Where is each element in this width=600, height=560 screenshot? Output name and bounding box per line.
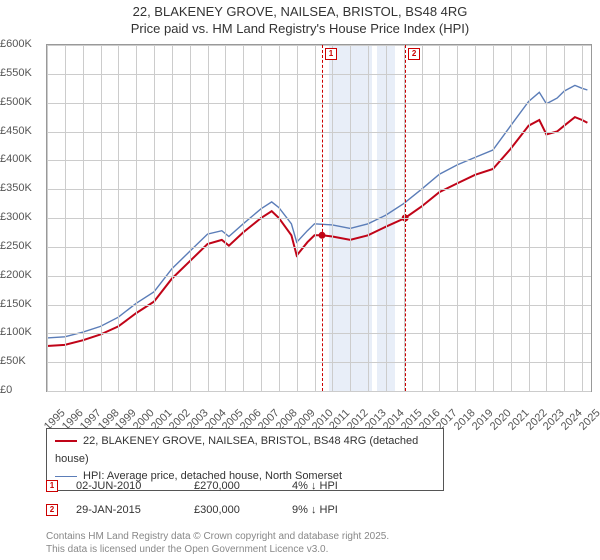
sale-row: 1 02-JUN-2010 £270,000 4% ↓ HPI xyxy=(46,480,338,492)
gridline xyxy=(190,45,191,391)
gridline xyxy=(47,45,591,46)
gridline xyxy=(350,45,351,391)
gridline xyxy=(279,45,280,391)
y-tick-label: £400K xyxy=(0,153,42,165)
sale-delta: 4% ↓ HPI xyxy=(292,480,338,492)
y-tick-label: £450K xyxy=(0,125,42,137)
gridline xyxy=(47,333,591,334)
y-tick-label: £0 xyxy=(0,384,42,396)
gridline xyxy=(457,45,458,391)
legend-label: 22, BLAKENEY GROVE, NAILSEA, BRISTOL, BS… xyxy=(55,435,418,465)
chart-plot-area: 1995199619971998199920002001200220032004… xyxy=(46,44,592,392)
y-tick-label: £500K xyxy=(0,96,42,108)
gridline xyxy=(47,247,591,248)
sale-marker-line xyxy=(322,45,323,391)
series-price-paid xyxy=(47,117,587,346)
title-line1: 22, BLAKENEY GROVE, NAILSEA, BRISTOL, BS… xyxy=(0,4,600,21)
y-tick-label: £550K xyxy=(0,67,42,79)
legend-item: 22, BLAKENEY GROVE, NAILSEA, BRISTOL, BS… xyxy=(55,433,435,468)
gridline xyxy=(154,45,155,391)
gridline xyxy=(47,45,48,391)
gridline xyxy=(65,45,66,391)
gridline xyxy=(475,45,476,391)
gridline xyxy=(47,132,591,133)
gridline xyxy=(47,276,591,277)
gridline xyxy=(546,45,547,391)
y-tick-label: £300K xyxy=(0,211,42,223)
y-tick-label: £600K xyxy=(0,38,42,50)
y-tick-label: £50K xyxy=(0,355,42,367)
title-line2: Price paid vs. HM Land Registry's House … xyxy=(0,21,600,38)
gridline xyxy=(101,45,102,391)
y-tick-label: £200K xyxy=(0,269,42,281)
sale-row: 2 29-JAN-2015 £300,000 9% ↓ HPI xyxy=(46,504,338,516)
y-tick-label: £350K xyxy=(0,182,42,194)
gridline xyxy=(118,45,119,391)
gridline xyxy=(136,45,137,391)
sale-row-marker: 1 xyxy=(46,480,58,492)
gridline xyxy=(208,45,209,391)
gridline xyxy=(83,45,84,391)
y-tick-label: £150K xyxy=(0,298,42,310)
gridline xyxy=(261,45,262,391)
sale-marker-line xyxy=(405,45,406,391)
gridline xyxy=(315,45,316,391)
gridline xyxy=(439,45,440,391)
gridline xyxy=(47,160,591,161)
gridline xyxy=(47,218,591,219)
gridline xyxy=(582,45,583,391)
y-tick-label: £250K xyxy=(0,240,42,252)
gridline xyxy=(243,45,244,391)
sale-marker-box: 2 xyxy=(408,48,420,60)
gridline xyxy=(47,189,591,190)
sale-date: 29-JAN-2015 xyxy=(76,504,176,516)
sale-row-marker: 2 xyxy=(46,504,58,516)
footer-attribution: Contains HM Land Registry data © Crown c… xyxy=(46,530,389,556)
legend-swatch xyxy=(55,440,77,442)
gridline xyxy=(297,45,298,391)
gridline xyxy=(386,45,387,391)
sale-price: £300,000 xyxy=(194,504,274,516)
gridline xyxy=(422,45,423,391)
legend-swatch xyxy=(55,476,77,477)
gridline xyxy=(564,45,565,391)
gridline xyxy=(47,305,591,306)
gridline xyxy=(493,45,494,391)
gridline xyxy=(47,103,591,104)
gridline xyxy=(47,362,591,363)
sale-price: £270,000 xyxy=(194,480,274,492)
y-tick-label: £100K xyxy=(0,326,42,338)
sale-date: 02-JUN-2010 xyxy=(76,480,176,492)
gridline xyxy=(47,74,591,75)
sale-delta: 9% ↓ HPI xyxy=(292,504,338,516)
sale-marker-box: 1 xyxy=(325,48,337,60)
chart-title: 22, BLAKENEY GROVE, NAILSEA, BRISTOL, BS… xyxy=(0,0,600,38)
gridline xyxy=(332,45,333,391)
series-hpi xyxy=(47,85,587,338)
gridline xyxy=(368,45,369,391)
gridline xyxy=(511,45,512,391)
gridline xyxy=(172,45,173,391)
gridline xyxy=(225,45,226,391)
gridline xyxy=(529,45,530,391)
gridline xyxy=(47,391,591,392)
